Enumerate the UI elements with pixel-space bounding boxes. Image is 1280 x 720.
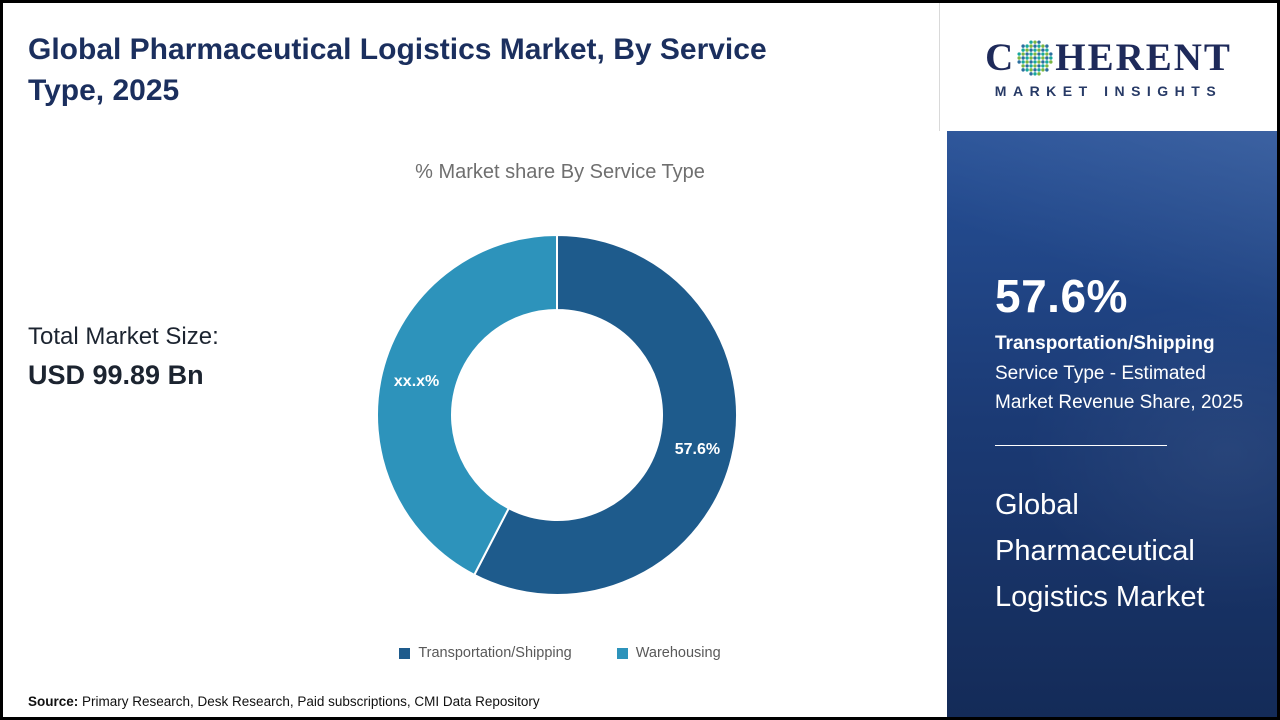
total-market-size-value: USD 99.89 Bn <box>28 360 204 390</box>
stat-description: Service Type - Estimated Market Revenue … <box>995 363 1244 413</box>
globe-dot <box>1033 71 1037 76</box>
globe-dot <box>1029 39 1033 44</box>
globe-dot <box>1045 67 1049 72</box>
globe-dot <box>1045 63 1049 68</box>
brand-prefix: C <box>985 36 1016 79</box>
globe-dot <box>1049 59 1053 64</box>
globe-dot <box>1033 47 1037 52</box>
globe-dot <box>1041 67 1045 72</box>
globe-dot <box>1033 67 1037 72</box>
globe-dot <box>1029 51 1033 56</box>
legend-swatch <box>616 647 628 659</box>
globe-dot <box>1049 51 1053 56</box>
globe-dot <box>1025 47 1030 52</box>
globe-dot <box>1033 59 1037 64</box>
legend-label: Warehousing <box>635 645 721 661</box>
legend-item: Transportation/Shipping <box>399 645 572 661</box>
stat-category: Transportation/Shipping <box>995 333 1215 354</box>
globe-dot <box>1029 71 1033 76</box>
chart-title: % Market share By Service Type <box>415 161 705 183</box>
globe-dot <box>1025 63 1030 68</box>
globe-dot <box>1029 59 1033 64</box>
globe-dot <box>1033 55 1037 60</box>
globe-dot <box>1025 55 1030 60</box>
globe-dot <box>1037 67 1041 72</box>
globe-dot <box>1033 63 1037 68</box>
brand-name: C HERENT <box>985 35 1232 80</box>
globe-dot <box>1025 59 1030 64</box>
source-line: Source: Primary Research, Desk Research,… <box>28 694 540 709</box>
globe-dot <box>1037 59 1041 64</box>
globe-dot <box>1017 55 1022 60</box>
globe-dot <box>1041 55 1045 60</box>
source-label: Source: <box>28 694 79 709</box>
globe-dot <box>1017 59 1022 64</box>
globe-dot <box>1033 51 1037 56</box>
globe-dot <box>1045 43 1049 48</box>
globe-dot <box>1045 47 1049 52</box>
sidebar: C HERENT MARKET INSIGHTS 57.6% Transport… <box>939 3 1277 717</box>
globe-dot <box>1037 63 1041 68</box>
globe-dot <box>1021 43 1026 48</box>
globe-dot <box>1021 59 1026 64</box>
globe-dot <box>1041 43 1045 48</box>
globe-dot <box>1037 47 1041 52</box>
globe-dot <box>1037 39 1041 44</box>
globe-dot <box>1021 63 1026 68</box>
globe-dot <box>1025 43 1030 48</box>
globe-dot <box>1037 51 1041 56</box>
slice-label: 57.6% <box>675 441 720 458</box>
donut-slice <box>376 233 558 577</box>
globe-dot <box>1017 51 1022 56</box>
globe-dot <box>1033 43 1037 48</box>
globe-dot <box>1045 55 1049 60</box>
donut-chart: 57.6% xx.x% <box>376 233 738 596</box>
page-title: Global Pharmaceutical Logistics Market, … <box>28 33 767 108</box>
globe-dot <box>1029 67 1033 72</box>
chart-legend: Transportation/Shipping Warehousing <box>190 645 930 661</box>
logo-area: C HERENT MARKET INSIGHTS <box>939 3 1277 131</box>
donut-chart-area: 57.6% xx.x% <box>367 225 747 605</box>
globe-dot <box>1021 55 1026 60</box>
globe-dot <box>1021 67 1026 72</box>
donut-slice <box>472 233 738 596</box>
globe-dot <box>1021 51 1026 56</box>
globe-dot <box>1041 51 1045 56</box>
globe-dot <box>1045 51 1049 56</box>
main-content: Global Pharmaceutical Logistics Market, … <box>3 3 939 717</box>
coherent-logo: C HERENT MARKET INSIGHTS <box>985 35 1232 99</box>
legend-swatch <box>399 647 411 659</box>
globe-dot <box>1021 47 1026 52</box>
globe-dot <box>1025 51 1030 56</box>
stat-value: 57.6% <box>995 270 1128 322</box>
globe-dot <box>1041 47 1045 52</box>
globe-dot <box>1029 55 1033 60</box>
globe-dot <box>1029 43 1033 48</box>
legend-label: Transportation/Shipping <box>418 645 572 661</box>
brand-subtitle: MARKET INSIGHTS <box>994 83 1223 99</box>
globe-dot <box>1025 67 1030 72</box>
globe-dot <box>1049 55 1053 60</box>
highlight-panel: 57.6% Transportation/Shipping Service Ty… <box>947 131 1277 717</box>
globe-dot <box>1041 63 1045 68</box>
market-name: Global Pharmaceutical Logistics Market <box>995 489 1205 613</box>
panel-divider <box>995 445 1167 446</box>
globe-dot <box>1029 47 1033 52</box>
globe-dots-icon <box>1017 39 1053 76</box>
total-market-size-label: Total Market Size: <box>28 323 219 350</box>
brand-suffix: HERENT <box>1055 36 1232 79</box>
globe-dot <box>1037 43 1041 48</box>
source-text: Primary Research, Desk Research, Paid su… <box>78 694 540 709</box>
globe-dot <box>1037 71 1041 76</box>
globe-dot <box>1045 59 1049 64</box>
globe-dot <box>1041 59 1045 64</box>
globe-dot <box>1037 55 1041 60</box>
slice-label: xx.x% <box>394 373 439 390</box>
legend-item: Warehousing <box>616 645 721 661</box>
total-market-size: Total Market Size: USD 99.89 Bn <box>28 323 219 391</box>
globe-dot <box>1029 63 1033 68</box>
globe-dot <box>1033 39 1037 44</box>
